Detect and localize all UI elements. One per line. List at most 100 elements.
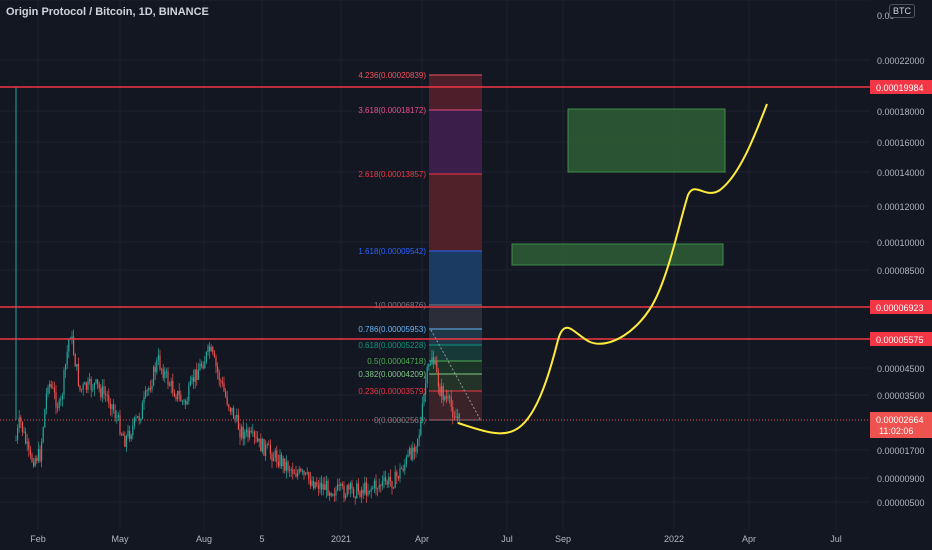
- level-price-tag[interactable]: [870, 300, 932, 314]
- candle-body: [458, 413, 460, 419]
- candle-body: [125, 435, 127, 447]
- price-tick-label: 0.00016000: [877, 138, 925, 148]
- candle-body: [178, 391, 180, 395]
- candle-body: [359, 491, 361, 497]
- candle-body: [433, 357, 435, 365]
- candle-body: [303, 470, 305, 475]
- candle-body: [423, 394, 425, 404]
- candle-body: [330, 492, 332, 496]
- candle-body: [53, 387, 55, 393]
- candle-body: [135, 417, 137, 419]
- candle-body: [215, 357, 217, 367]
- price-tick-label: 0.00014000: [877, 168, 925, 178]
- candle-body: [114, 410, 116, 418]
- candle-body: [247, 429, 249, 438]
- price-tick-label: 0.00000900: [877, 474, 925, 484]
- candle-body: [34, 458, 36, 466]
- time-tick-label: Apr: [415, 534, 429, 544]
- price-axis[interactable]: 0.00 0.00022000 0.00018000 0.00016000 0.0001…: [877, 0, 925, 508]
- candle-body: [413, 447, 415, 452]
- candle-body: [295, 473, 297, 477]
- level-price-tag[interactable]: [870, 80, 932, 94]
- candle-body: [29, 449, 31, 455]
- candle-body: [441, 386, 443, 397]
- candle-body: [255, 436, 257, 438]
- currency-badge[interactable]: BTC: [889, 4, 915, 18]
- candle-body: [362, 489, 364, 494]
- fib-zone: [429, 391, 482, 420]
- candle-body: [132, 425, 134, 435]
- fib-zone: [429, 329, 482, 345]
- candle-body: [452, 406, 454, 418]
- candle-body: [212, 347, 214, 353]
- time-tick-label: 5: [259, 534, 264, 544]
- candle-body: [305, 472, 307, 475]
- candle-body: [357, 483, 359, 492]
- candle-body: [65, 364, 67, 371]
- projection-curve[interactable]: [457, 103, 768, 435]
- candle-body: [202, 366, 204, 369]
- candle-body: [268, 444, 270, 446]
- time-tick-label: Jul: [830, 534, 842, 544]
- candle-body: [249, 430, 251, 438]
- candle-body: [333, 494, 335, 496]
- candle-body: [47, 387, 49, 394]
- candle-body: [313, 481, 315, 489]
- candle-body: [335, 490, 337, 496]
- last-price-tag[interactable]: [870, 412, 932, 438]
- candle-body: [332, 494, 334, 496]
- fib-level-label: 0(0.00002561): [374, 416, 426, 425]
- candle-body: [381, 480, 383, 486]
- level-price-tag[interactable]: [870, 332, 932, 346]
- fib-level-label: 0.5(0.00004718): [367, 357, 426, 366]
- fib-zone: [429, 75, 482, 110]
- candle-body: [385, 477, 387, 482]
- candle-body: [169, 384, 171, 386]
- candle-body: [186, 400, 188, 405]
- candle-body: [372, 487, 374, 489]
- candle-body: [236, 414, 238, 419]
- candle-body: [209, 346, 211, 352]
- candle-body: [266, 444, 268, 446]
- candle-body: [338, 484, 340, 486]
- time-axis[interactable]: Feb May Aug 5 2021 Apr Jul Sep 2022 Apr Jul: [30, 534, 842, 544]
- candle-body: [74, 354, 76, 367]
- target-zones: [511, 108, 726, 266]
- candle-body: [253, 431, 255, 437]
- level-price-label: 0.00005575: [876, 335, 924, 345]
- candle-body: [281, 454, 283, 466]
- candle-body: [393, 487, 395, 489]
- candle-body: [87, 381, 89, 390]
- fib-level-label: 1(0.00006876): [374, 301, 426, 310]
- price-tick-label: 0.00000500: [877, 498, 925, 508]
- candle-body: [92, 389, 94, 391]
- candle-body: [412, 447, 414, 460]
- candle-body: [148, 387, 150, 391]
- candle-body: [271, 453, 273, 462]
- candle-body: [197, 370, 199, 380]
- candle-body: [79, 385, 81, 390]
- candle-body: [61, 394, 63, 400]
- target-zone-box[interactable]: [511, 243, 724, 266]
- target-zone-box[interactable]: [567, 108, 726, 173]
- candle-body: [25, 431, 27, 444]
- candle-body: [329, 492, 331, 496]
- candle-body: [445, 396, 447, 399]
- bar-countdown-label: 11:02:06: [879, 426, 913, 436]
- horizontal-levels[interactable]: 0.00019984 0.00006923 0.00005575 0.00002664…: [0, 80, 932, 438]
- time-tick-label: 2021: [331, 534, 351, 544]
- candle-body: [428, 364, 430, 368]
- candle-body: [405, 456, 407, 465]
- fibonacci-extension[interactable]: 4.236(0.00020839) 3.618(0.00018172) 2.618(…: [358, 71, 482, 425]
- candle-body: [429, 364, 431, 365]
- candle-body: [365, 482, 367, 496]
- candle-body: [15, 439, 17, 441]
- candle-body: [319, 482, 321, 489]
- candle-body: [263, 439, 265, 456]
- fib-level-label: 0.236(0.00003579): [358, 387, 426, 396]
- candle-body: [301, 470, 303, 472]
- candle-body: [226, 396, 228, 405]
- candle-body: [81, 389, 83, 391]
- candle-body: [138, 416, 140, 421]
